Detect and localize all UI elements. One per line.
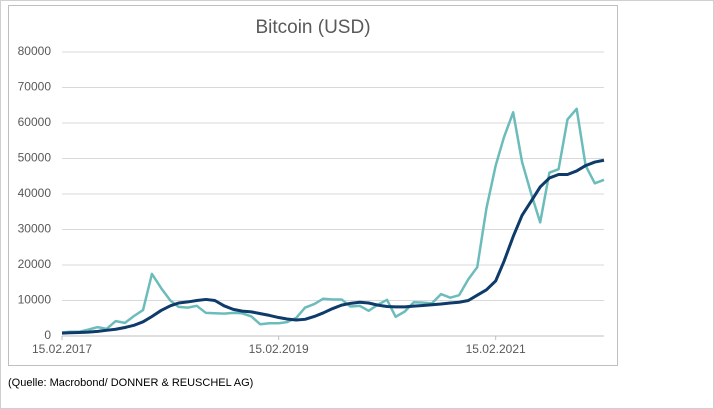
y-tick-label: 0	[44, 328, 51, 342]
series-line	[61, 107, 605, 334]
x-tick-label: 15.02.2019	[249, 342, 309, 356]
y-tick-label: 50000	[18, 151, 52, 165]
y-tick-label: 60000	[18, 115, 52, 129]
y-tick-label: 40000	[18, 186, 52, 200]
y-tick-label: 30000	[18, 222, 52, 236]
y-tick-label: 10000	[18, 293, 52, 307]
y-tick-label: 20000	[18, 257, 52, 271]
y-tick-label: 70000	[18, 80, 52, 94]
x-tick-label: 15.02.2021	[466, 342, 526, 356]
chart-title: Bitcoin (USD)	[255, 17, 370, 38]
series-line	[61, 158, 605, 335]
chart-frame	[8, 5, 618, 366]
y-tick-label: 80000	[18, 44, 52, 58]
source-note: (Quelle: Macrobond/ DONNER & REUSCHEL AG…	[8, 377, 253, 389]
x-tick-label: 15.02.2017	[32, 342, 92, 356]
